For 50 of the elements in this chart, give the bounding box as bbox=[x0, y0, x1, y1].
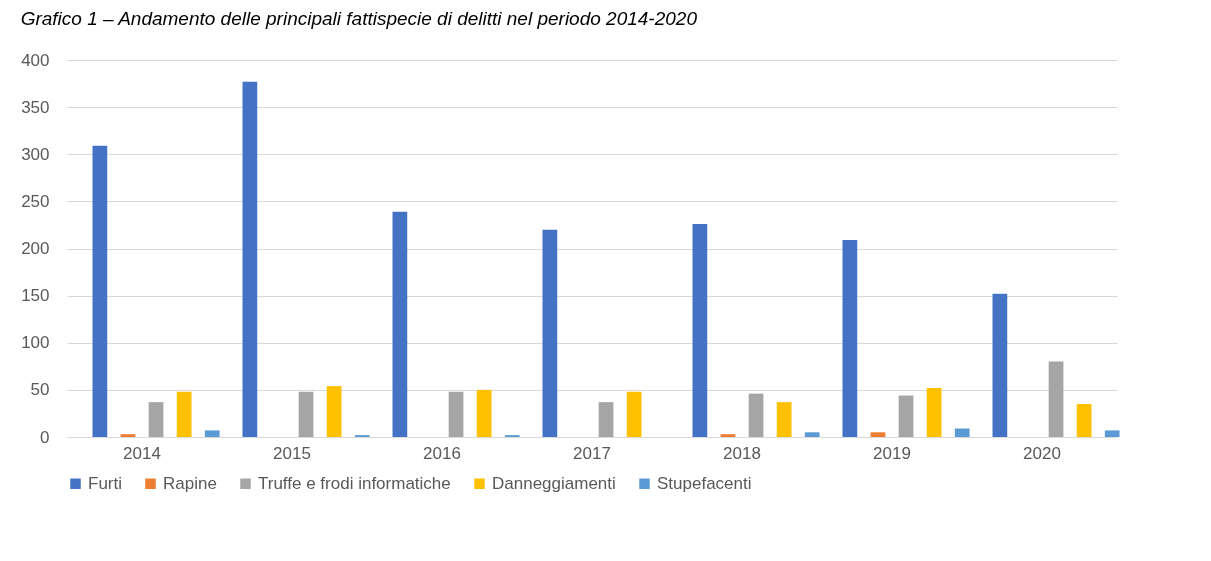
bar bbox=[204, 430, 220, 437]
bar bbox=[626, 391, 642, 437]
y-tick-label: 400 bbox=[21, 50, 50, 70]
bar bbox=[870, 432, 886, 437]
bar bbox=[1104, 430, 1120, 437]
legend-label: Rapine bbox=[163, 473, 217, 493]
x-tick-label: 2019 bbox=[873, 443, 911, 463]
bar bbox=[926, 387, 942, 437]
x-tick-label: 2020 bbox=[1023, 443, 1061, 463]
bar bbox=[298, 391, 314, 437]
y-tick-label: 50 bbox=[30, 380, 50, 400]
y-tick-label: 300 bbox=[21, 144, 50, 164]
x-tick-label: 2014 bbox=[123, 443, 161, 463]
bar bbox=[992, 293, 1008, 437]
bar bbox=[1048, 361, 1064, 437]
legend-label: Truffe e frodi informatiche bbox=[258, 473, 451, 493]
y-tick-label: 150 bbox=[21, 286, 50, 306]
bar bbox=[692, 224, 708, 437]
bar bbox=[598, 402, 614, 437]
x-tick-label: 2018 bbox=[723, 443, 761, 463]
y-tick-label: 350 bbox=[21, 97, 50, 117]
bar bbox=[476, 389, 492, 437]
bar bbox=[842, 240, 858, 437]
bar bbox=[898, 395, 914, 437]
bar bbox=[448, 391, 464, 437]
x-tick-label: 2017 bbox=[573, 443, 611, 463]
bar bbox=[242, 81, 258, 437]
bar bbox=[954, 428, 970, 437]
x-tick-label: 2015 bbox=[273, 443, 311, 463]
bar bbox=[326, 386, 342, 437]
bar bbox=[720, 434, 736, 437]
y-tick-label: 100 bbox=[21, 333, 50, 353]
y-tick-label: 250 bbox=[21, 191, 50, 211]
bar bbox=[392, 211, 408, 437]
x-tick-label: 2016 bbox=[423, 443, 461, 463]
bar bbox=[120, 434, 136, 437]
bar bbox=[748, 393, 764, 437]
bar bbox=[92, 145, 108, 437]
bar bbox=[776, 402, 792, 437]
bar bbox=[542, 229, 558, 437]
legend-label: Furti bbox=[88, 473, 122, 493]
bar bbox=[148, 402, 164, 437]
y-tick-label: 0 bbox=[40, 427, 50, 447]
legend-label: Stupefacenti bbox=[657, 473, 752, 493]
bar bbox=[176, 391, 192, 437]
bar bbox=[804, 432, 820, 437]
y-tick-label: 200 bbox=[21, 239, 50, 258]
bar bbox=[1076, 404, 1092, 437]
chart-title: Grafico 1 – Andamento delle principali fattispecie di delitti nel periodo 2014-2020 bbox=[20, 8, 698, 29]
legend-label: Danneggiamenti bbox=[492, 473, 616, 493]
